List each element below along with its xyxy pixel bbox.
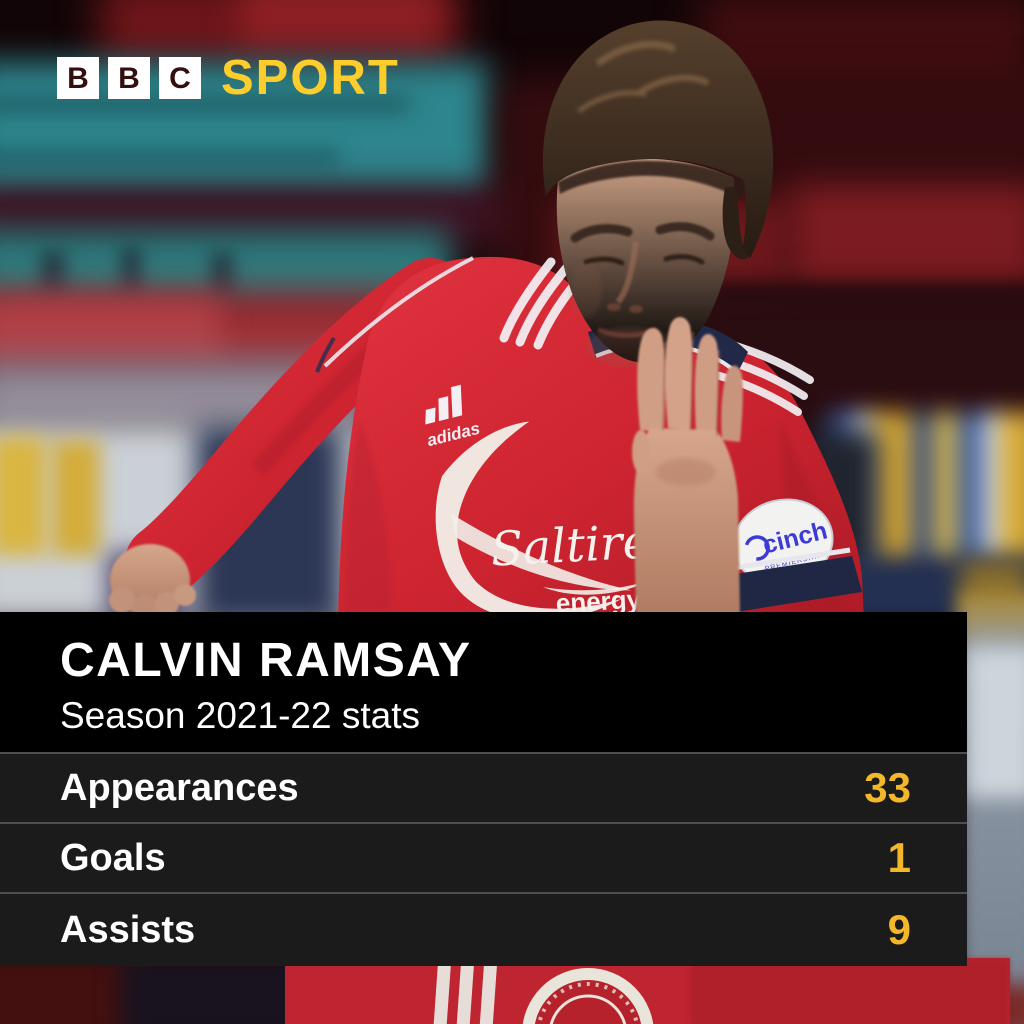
sport-wordmark: SPORT [221, 51, 400, 105]
shirt-seam-piping [323, 256, 474, 368]
stat-label: Goals [60, 836, 166, 879]
sponsor-word: Saltire [490, 514, 652, 577]
bg-right-white-blob [966, 648, 1024, 798]
bg-hoarding-yellow2 [52, 440, 100, 556]
bg-crowd-blob2 [790, 185, 1024, 295]
bg-bottom-left-red [0, 955, 140, 1024]
stat-value: 1 [887, 834, 911, 881]
shirt-seam-navy [315, 336, 336, 373]
stat-label: Appearances [60, 766, 299, 809]
bbc-block-b1: B [57, 57, 99, 99]
player-hair [542, 20, 774, 258]
season-subtitle: Season 2021-22 stats [60, 695, 420, 737]
bg-teal2-dash2 [120, 246, 142, 300]
bg-roof-red-bright [240, 0, 440, 45]
player-head [542, 20, 774, 367]
stat-value: 33 [864, 764, 911, 811]
player-name-title: CALVIN RAMSAY [60, 634, 472, 687]
player-raised-hand [632, 317, 743, 614]
bbc-block-c: C [159, 57, 201, 99]
bg-red-band-bright [0, 300, 220, 354]
stat-value: 9 [887, 906, 911, 953]
stat-row-appearances: Appearances 33 [0, 752, 967, 822]
player-face [556, 158, 735, 363]
sleeve-cuff [719, 547, 862, 612]
player-sideburn [722, 186, 748, 260]
stat-label: Assists [60, 908, 196, 951]
bbc-block-b2: B [108, 57, 150, 99]
stats-panel: CALVIN RAMSAY Season 2021-22 stats Appea… [0, 612, 967, 966]
bg-teal-row-shadow [0, 95, 410, 113]
stats-header: CALVIN RAMSAY Season 2021-22 stats [0, 612, 967, 752]
shorts-stripes [433, 950, 498, 1024]
player-hair-fringe [558, 160, 744, 200]
bbc-sport-logo: B B C SPORT [57, 51, 400, 105]
bg-hoarding-yellow1 [0, 436, 46, 556]
bg-teal2-dash1 [40, 250, 66, 300]
stat-row-assists: Assists 9 [0, 892, 967, 966]
stat-row-goals: Goals 1 [0, 822, 967, 892]
player-hair-highlights [577, 41, 709, 113]
shirt-maker-logo: adidas [425, 384, 482, 450]
bg-teal-row-shadow2 [0, 150, 340, 166]
player-shorts [285, 950, 1010, 1024]
bg-bottom-left-dark [120, 958, 310, 1024]
club-crest [522, 968, 654, 1024]
